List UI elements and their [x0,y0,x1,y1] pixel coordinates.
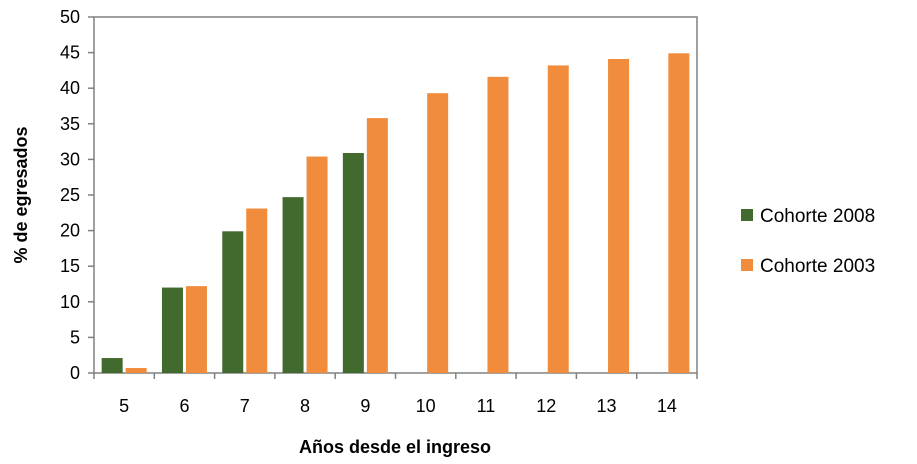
legend: Cohorte 2008 Cohorte 2003 [741,206,875,277]
bar-cohorte-2003 [185,286,207,373]
y-axis-ticks: 0 5 10 15 20 25 30 35 40 45 50 [60,7,94,383]
y-tick-label: 10 [60,292,80,312]
x-tick-label: 12 [536,396,556,416]
legend-swatch [741,209,753,221]
x-tick-label: 8 [300,396,310,416]
y-tick-label: 0 [70,363,80,383]
y-tick-label: 15 [60,256,80,276]
x-tick-label: 6 [179,396,189,416]
y-tick-label: 35 [60,114,80,134]
x-tick-label: 10 [416,396,436,416]
bar-cohorte-2003 [547,65,569,373]
bar-cohorte-2003 [125,368,147,373]
x-tick-label: 13 [597,396,617,416]
plot-area [93,16,698,374]
bar-cohorte-2008 [161,287,183,373]
y-tick-label: 25 [60,185,80,205]
legend-label: Cohorte 2003 [760,256,875,277]
bar-cohorte-2003 [366,118,388,373]
bar-cohorte-2003 [608,59,630,374]
y-tick-label: 45 [60,43,80,63]
x-axis-ticks: 5 6 7 8 9 10 11 12 13 14 [93,373,698,416]
x-tick-label: 7 [240,396,250,416]
bar-cohorte-2003 [487,76,509,374]
x-axis-title: Años desde el ingreso [299,437,491,457]
y-axis-title: % de egresados [11,126,31,263]
bar-cohorte-2003 [306,156,328,373]
y-tick-label: 20 [60,221,80,241]
bar-cohorte-2008 [101,358,123,373]
bar-cohorte-2008 [222,231,244,373]
x-tick-label: 11 [477,396,496,416]
y-tick-label: 5 [70,327,80,347]
x-tick-label: 14 [657,396,677,416]
legend-label: Cohorte 2008 [760,206,875,227]
bar-cohorte-2008 [282,197,304,373]
bar-cohorte-2003 [246,208,268,373]
y-tick-label: 30 [60,149,80,169]
bar-cohorte-2008 [342,152,364,373]
x-tick-label: 9 [360,396,370,416]
x-tick-label: 5 [119,396,129,416]
legend-swatch [741,259,753,271]
bar-cohorte-2003 [427,93,449,374]
y-tick-label: 50 [60,7,80,27]
bar-cohorte-2003 [668,53,690,373]
y-tick-label: 40 [60,78,80,98]
bars-group [101,53,690,374]
